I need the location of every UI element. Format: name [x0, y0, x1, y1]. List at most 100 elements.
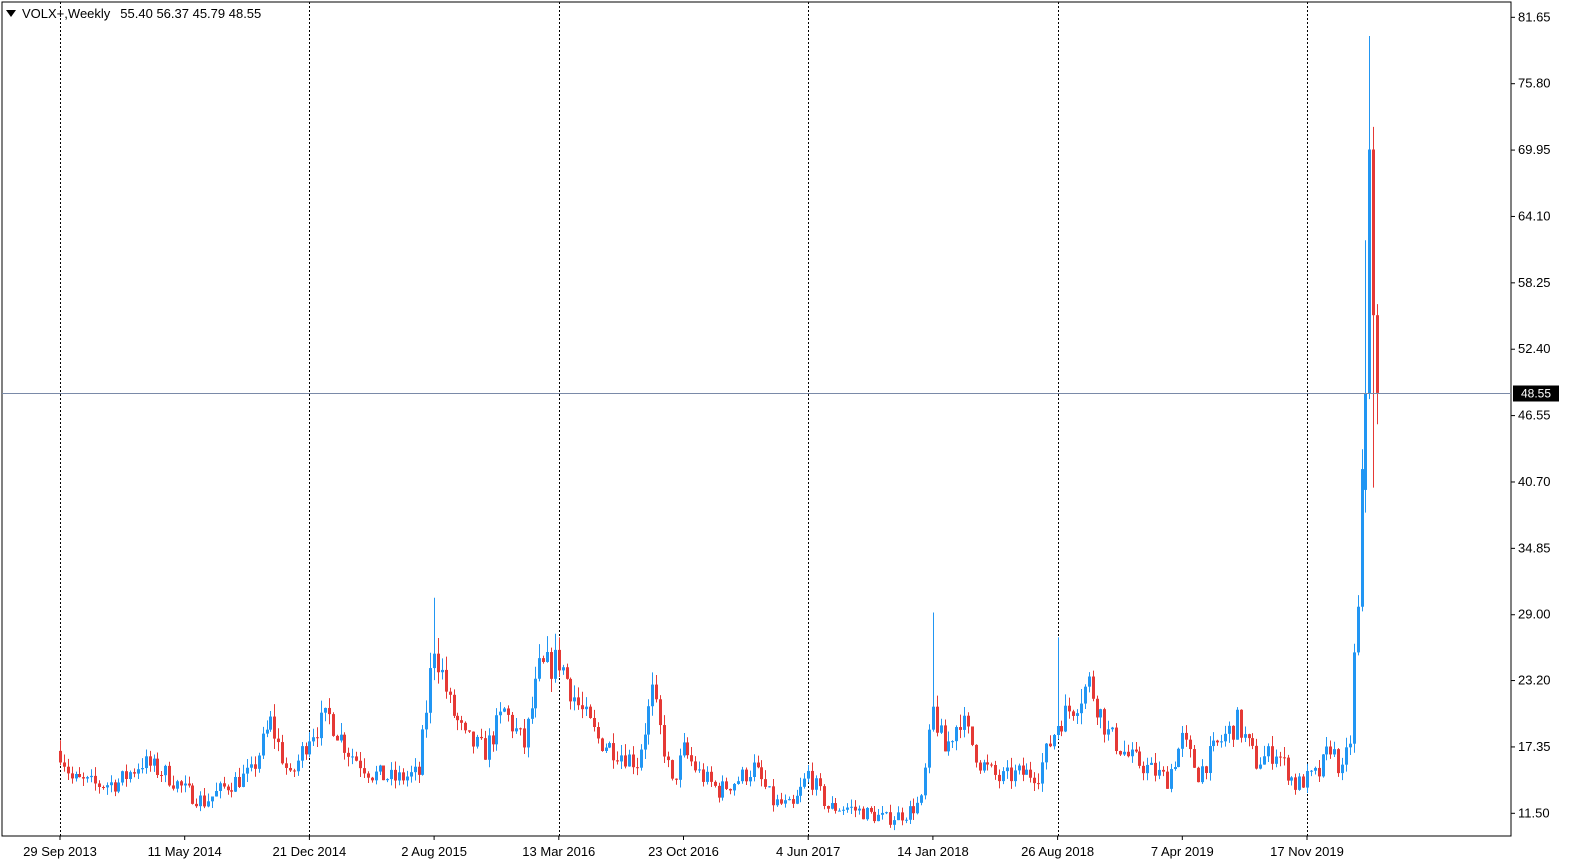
candle-body-308[interactable] [1259, 764, 1262, 769]
candle-body-57[interactable] [281, 742, 284, 764]
candle-body-271[interactable] [1115, 727, 1118, 752]
candle-body-43[interactable] [227, 786, 230, 791]
candle-body-183[interactable] [772, 786, 775, 806]
candle-body-286[interactable] [1174, 767, 1177, 770]
candle-body-320[interactable] [1306, 771, 1309, 788]
candle-body-180[interactable] [760, 767, 763, 780]
candle-body-3[interactable] [71, 773, 74, 779]
candle-body-53[interactable] [266, 729, 269, 734]
candle-body-42[interactable] [223, 783, 226, 787]
candle-body-258[interactable] [1064, 705, 1067, 732]
candle-body-166[interactable] [706, 771, 709, 782]
candle-body-237[interactable] [983, 762, 986, 771]
candle-body-147[interactable] [632, 754, 635, 768]
candle-body-115[interactable] [507, 708, 510, 715]
candle-body-108[interactable] [480, 736, 483, 739]
candle-body-76[interactable] [355, 756, 358, 761]
time-axis[interactable]: 29 Sep 2013 11 May 2014 21 Dec 2014 2 Aug 2… [23, 836, 1344, 859]
candle-body-293[interactable] [1201, 766, 1204, 783]
candle-body-161[interactable] [686, 742, 689, 756]
candle-body-6[interactable] [82, 777, 85, 779]
candle-body-207[interactable] [866, 807, 869, 820]
candle-body-26[interactable] [160, 775, 163, 777]
candle-body-296[interactable] [1212, 740, 1215, 747]
candle-body-56[interactable] [277, 738, 280, 743]
candle-body-157[interactable] [671, 760, 674, 779]
candle-body-338[interactable] [1376, 315, 1379, 393]
candle-body-250[interactable] [1033, 777, 1036, 784]
candle-body-297[interactable] [1216, 740, 1219, 743]
candle-body-321[interactable] [1310, 770, 1313, 772]
candle-body-173[interactable] [733, 783, 736, 791]
candle-body-78[interactable] [363, 768, 366, 774]
candle-body-34[interactable] [191, 785, 194, 804]
candle-body-100[interactable] [449, 691, 452, 695]
price-axis[interactable]: 81.65 75.80 69.95 64.10 58.25 52.40 46.55 40.70… [1511, 9, 1551, 820]
candle-body-191[interactable] [803, 778, 806, 787]
candle-body-309[interactable] [1263, 756, 1266, 765]
candle-body-280[interactable] [1150, 762, 1153, 765]
candle-body-143[interactable] [616, 760, 619, 762]
candle-body-245[interactable] [1014, 770, 1017, 782]
candle-body-215[interactable] [897, 812, 900, 821]
candle-body-17[interactable] [125, 771, 128, 780]
candle-body-315[interactable] [1287, 757, 1290, 781]
candle-body-195[interactable] [819, 778, 822, 787]
candle-body-336[interactable] [1368, 149, 1371, 394]
candle-body-126[interactable] [550, 652, 553, 679]
candle-body-101[interactable] [453, 694, 456, 716]
candle-body-206[interactable] [862, 808, 865, 820]
candle-body-264[interactable] [1088, 676, 1091, 687]
candle-body-302[interactable] [1236, 709, 1239, 740]
candle-body-244[interactable] [1010, 767, 1013, 782]
candle-body-65[interactable] [312, 737, 315, 742]
candle-body-239[interactable] [990, 764, 993, 766]
candle-body-230[interactable] [955, 727, 958, 742]
candle-body-19[interactable] [133, 772, 136, 774]
candle-body-253[interactable] [1045, 743, 1048, 763]
candle-body-45[interactable] [234, 776, 237, 792]
candle-body-131[interactable] [569, 678, 572, 702]
candle-body-92[interactable] [418, 766, 421, 775]
candle-body-276[interactable] [1135, 749, 1138, 752]
candle-body-121[interactable] [531, 708, 534, 719]
candle-body-241[interactable] [998, 774, 1001, 782]
candle-body-232[interactable] [963, 715, 966, 730]
candle-body-93[interactable] [421, 729, 424, 775]
candle-body-50[interactable] [254, 764, 257, 769]
candle-body-263[interactable] [1084, 686, 1087, 704]
candle-body-240[interactable] [994, 764, 997, 775]
candle-body-255[interactable] [1053, 734, 1056, 747]
candle-body-89[interactable] [406, 776, 409, 781]
candle-body-223[interactable] [928, 729, 931, 768]
candle-body-318[interactable] [1298, 776, 1301, 790]
candle-body-205[interactable] [858, 808, 861, 811]
candle-body-144[interactable] [620, 755, 623, 762]
candle-body-294[interactable] [1205, 766, 1208, 774]
candle-body-159[interactable] [679, 755, 682, 780]
candle-body-102[interactable] [456, 715, 459, 721]
candle-body-231[interactable] [959, 727, 962, 730]
candle-body-335[interactable] [1364, 393, 1367, 490]
candle-body-181[interactable] [764, 779, 767, 787]
candle-body-132[interactable] [573, 697, 576, 702]
candle-body-146[interactable] [628, 754, 631, 767]
candle-body-300[interactable] [1228, 725, 1231, 734]
candle-body-140[interactable] [605, 747, 608, 751]
candle-body-67[interactable] [320, 712, 323, 739]
candle-body-307[interactable] [1255, 745, 1258, 769]
candle-body-229[interactable] [951, 741, 954, 743]
candle-body-23[interactable] [149, 756, 152, 766]
candle-body-274[interactable] [1127, 751, 1130, 757]
candle-body-304[interactable] [1244, 734, 1247, 738]
candle-body-314[interactable] [1283, 757, 1286, 759]
candle-body-5[interactable] [78, 773, 81, 778]
candle-body-288[interactable] [1181, 732, 1184, 749]
candle-body-197[interactable] [827, 806, 830, 809]
candle-body-299[interactable] [1224, 733, 1227, 742]
candle-body-247[interactable] [1022, 765, 1025, 775]
candle-body-106[interactable] [472, 731, 475, 747]
candle-body-110[interactable] [488, 735, 491, 760]
candle-body-87[interactable] [398, 772, 401, 781]
candle-body-303[interactable] [1240, 709, 1243, 738]
